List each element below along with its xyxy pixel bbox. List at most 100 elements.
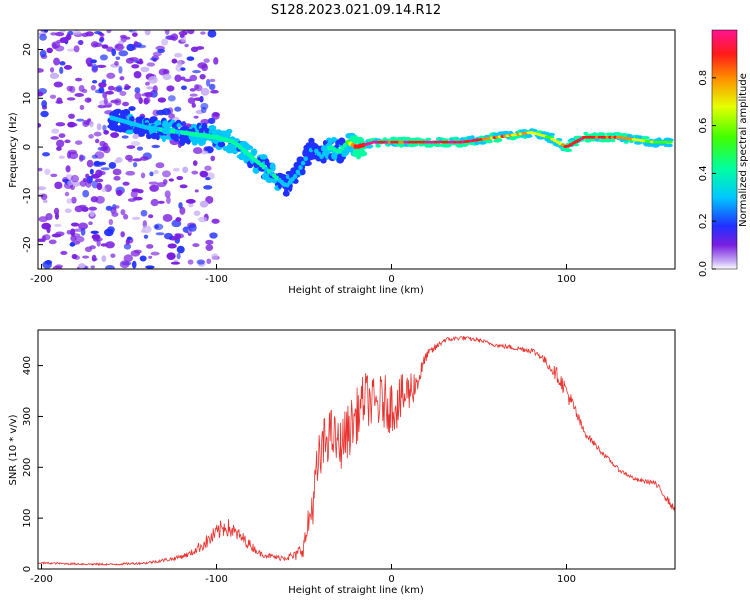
spectrogram-speckle (99, 140, 106, 147)
spectrogram-speckle (176, 245, 185, 254)
spectrogram-speckle (148, 214, 154, 219)
spectrogram-speckle (74, 236, 85, 243)
spectrogram-speckle (199, 73, 206, 80)
spectrogram-speckle (66, 198, 73, 204)
spectrogram-ridge-halo (244, 144, 254, 151)
snr-y-tick-label: 200 (22, 458, 33, 477)
spectrogram-speckle (86, 159, 94, 168)
spectrogram-ridge-halo (173, 136, 179, 142)
spectrogram-speckle (118, 66, 123, 74)
spectrogram-speckle (90, 59, 97, 64)
spectrogram-speckle (38, 186, 47, 191)
spectrogram-speckle (132, 158, 142, 162)
spectrogram-speckle (174, 52, 183, 58)
spectrogram-speckle (59, 66, 64, 74)
spectrogram-speckle (94, 31, 102, 35)
spectrogram-speckle (58, 133, 66, 139)
spectrogram-speckle (122, 181, 130, 186)
spectrogram-y-axis-label: Frequency (Hz) (8, 112, 19, 188)
spectrogram-ridge-halo (666, 143, 673, 148)
spectrogram-speckle (88, 134, 94, 139)
spectrogram-speckle (211, 218, 220, 224)
spectrogram-speckle (119, 34, 127, 39)
spectrogram-ridge-halo (595, 138, 600, 142)
spectrogram-speckle (59, 61, 66, 66)
spectrogram-speckle (41, 100, 48, 108)
spectrogram-speckle (63, 65, 73, 70)
spectrogram-speckle (71, 196, 77, 204)
spectrogram-speckle (73, 45, 80, 53)
spectrogram-speckle (90, 84, 96, 91)
spectrogram-ridge-halo (366, 145, 373, 149)
spectrogram-speckle (78, 222, 89, 230)
spectrogram-speckle (88, 206, 98, 211)
spectrogram-speckle (185, 199, 196, 204)
spectrogram-speckle (42, 152, 51, 157)
spectrogram-frame (37, 29, 676, 270)
spectrogram-speckle (131, 64, 140, 69)
spectrogram-speckle (192, 70, 201, 74)
spectrogram-speckle (205, 239, 214, 245)
spectrogram-speckle (65, 165, 71, 173)
spectrogram-speckle (207, 117, 216, 124)
spectrogram-y-tick-label: -20 (22, 236, 33, 252)
spectrogram-speckle (55, 231, 65, 237)
colorbar-tick-label: 0.6 (698, 118, 709, 134)
spectrogram-speckle (127, 198, 137, 202)
spectrogram-speckle (69, 85, 76, 93)
spectrogram-ridge-halo (634, 141, 643, 145)
spectrogram-speckle (164, 30, 170, 35)
spectrogram-speckle (70, 222, 80, 227)
spectrogram-speckle (111, 48, 117, 57)
colorbar-tick-label: 0.0 (698, 261, 709, 277)
spectrogram-speckle (205, 244, 214, 252)
spectrogram-speckle (122, 101, 130, 107)
spectrogram-speckle (179, 184, 188, 189)
spectrogram-speckle (145, 81, 150, 86)
spectrogram-speckle (44, 168, 51, 176)
spectrogram-speckle (96, 64, 107, 68)
spectrogram-speckle (208, 83, 216, 91)
snr-x-tick-label: 0 (388, 574, 394, 585)
spectrogram-ridge-halo (486, 139, 493, 143)
spectrogram-speckle (43, 30, 49, 33)
spectrogram-speckle (67, 180, 74, 186)
spectrogram-speckle (100, 167, 110, 171)
spectrogram-speckle (98, 86, 105, 94)
spectrogram-speckle (91, 80, 98, 84)
spectrogram-speckle (186, 56, 195, 61)
spectrogram-speckle (130, 250, 141, 257)
spectrogram-ridge-halo (122, 108, 131, 116)
spectrogram-speckle (166, 252, 176, 260)
spectrogram-speckle (39, 49, 47, 58)
spectrogram-speckle (157, 200, 165, 204)
spectrogram-speckle (103, 129, 109, 135)
spectrogram-speckle (64, 191, 70, 197)
spectrogram-speckle (78, 204, 87, 208)
colorbar-tick-label: 0.8 (698, 70, 709, 86)
spectrogram-speckle (189, 93, 198, 97)
spectrogram-speckle (102, 91, 108, 99)
snr-x-axis-label: Height of straight line (km) (288, 585, 424, 596)
spectrogram-ridge-halo (433, 143, 442, 147)
spectrogram-speckle (99, 54, 108, 61)
spectrogram-speckle (132, 32, 138, 37)
spectrogram-speckle (73, 255, 81, 260)
spectrogram-speckle (70, 174, 80, 183)
spectrogram-speckle (194, 189, 199, 193)
spectrogram-speckle (162, 170, 171, 178)
spectrogram-speckle (41, 235, 47, 243)
spectrogram-speckle (188, 223, 197, 232)
spectrogram-speckle (38, 68, 44, 73)
spectrogram-speckle (68, 151, 79, 160)
spectrogram-speckle (101, 44, 109, 49)
spectrogram-speckle (120, 209, 126, 216)
spectrogram-speckle (168, 113, 176, 120)
spectrogram-speckle (98, 37, 104, 43)
spectrogram-speckle (107, 85, 115, 91)
spectrogram-speckle (66, 48, 76, 52)
spectrogram-speckle (90, 265, 96, 269)
spectrogram-ridge-halo (525, 134, 533, 138)
spectrogram-speckle (146, 62, 156, 67)
